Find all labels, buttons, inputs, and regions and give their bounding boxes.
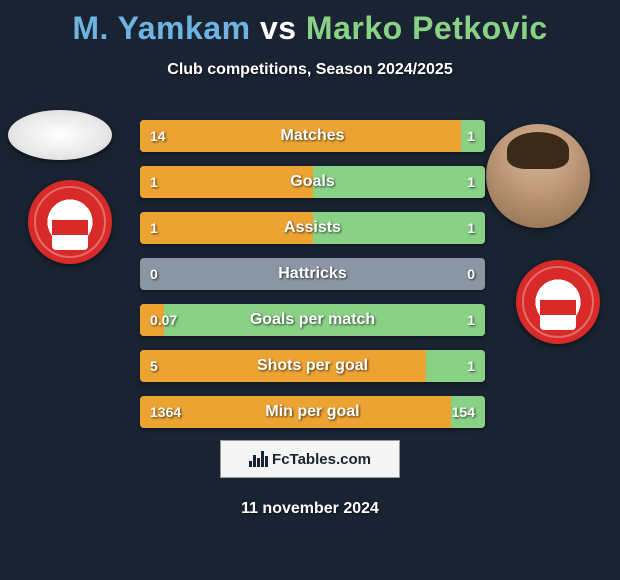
stat-row: 141Matches: [140, 120, 485, 152]
player1-name: M. Yamkam: [72, 10, 250, 46]
stat-bar-right: [461, 120, 485, 152]
stat-bar-right: [313, 212, 486, 244]
player2-name: Marko Petkovic: [306, 10, 548, 46]
stat-bar-right: [164, 304, 485, 336]
stat-row: 11Goals: [140, 166, 485, 198]
brand-text: FcTables.com: [272, 451, 371, 468]
player2-club-crest: [516, 260, 600, 344]
stat-bar-left: [140, 304, 164, 336]
date-text: 11 november 2024: [0, 500, 620, 518]
stat-bar-left: [140, 120, 461, 152]
stat-bar-left: [140, 350, 426, 382]
stat-row: 1364154Min per goal: [140, 396, 485, 428]
stat-value-left: 0: [150, 258, 158, 290]
stat-row: 51Shots per goal: [140, 350, 485, 382]
subtitle: Club competitions, Season 2024/2025: [0, 61, 620, 79]
vs-text: vs: [260, 10, 297, 46]
stat-row: 11Assists: [140, 212, 485, 244]
stat-row: 0.071Goals per match: [140, 304, 485, 336]
stat-bar-right: [451, 396, 486, 428]
player1-avatar: [8, 110, 112, 160]
comparison-title: M. Yamkam vs Marko Petkovic: [0, 0, 620, 47]
stat-label: Hattricks: [140, 258, 485, 290]
player2-avatar: [486, 124, 590, 228]
bars-icon: [249, 451, 268, 467]
stat-row: 0 0Hattricks: [140, 258, 485, 290]
stat-bar-left: [140, 212, 313, 244]
stat-bar-right: [426, 350, 485, 382]
player1-club-crest: [28, 180, 112, 264]
stat-bar-right: [313, 166, 486, 198]
stat-value-right: 0: [467, 258, 475, 290]
stat-bar-left: [140, 166, 313, 198]
brand-logo: FcTables.com: [220, 440, 400, 478]
comparison-chart: 141Matches 11Goals 11Assists 0 0Hattricks 0.0…: [140, 120, 485, 442]
stat-bar-left: [140, 396, 451, 428]
